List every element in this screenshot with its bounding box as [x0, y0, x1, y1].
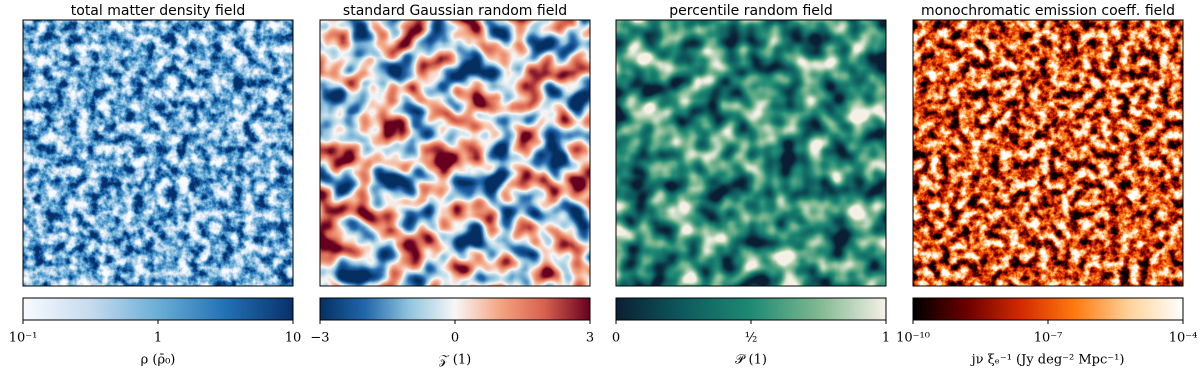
- field-image: [320, 20, 590, 286]
- colorbar-label: 𝒫 (1): [735, 353, 767, 368]
- colorbar: [22, 297, 294, 321]
- field-image: [616, 20, 886, 286]
- x-tick-label: 10⁻⁴: [1169, 331, 1198, 346]
- x-tick-label: 10⁻¹: [9, 331, 38, 346]
- x-tick-label: 0: [612, 331, 620, 346]
- colorbar: [912, 297, 1184, 321]
- colorbar: [319, 297, 591, 321]
- colorbar: [615, 297, 887, 321]
- x-tick-label: 10⁻⁷: [1034, 331, 1063, 346]
- x-tick-label: 1: [154, 331, 162, 346]
- x-tick-label: 3: [586, 331, 594, 346]
- field-image: [913, 20, 1183, 286]
- x-tick-label: 10⁻¹⁰: [896, 331, 930, 346]
- panel-title: standard Gaussian random field: [343, 3, 567, 19]
- panel-frame: [22, 19, 294, 287]
- panel-title: total matter density field: [71, 3, 245, 19]
- x-tick-label: 0: [451, 331, 459, 346]
- panel-title: monochromatic emission coeff. field: [921, 3, 1175, 19]
- field-image: [23, 20, 293, 286]
- x-tick-label: 1: [882, 331, 890, 346]
- x-tick-label: 10: [285, 331, 302, 346]
- panel-frame: [319, 19, 591, 287]
- panel-frame: [615, 19, 887, 287]
- x-tick-label: ½: [745, 331, 758, 346]
- x-tick-label: −3: [310, 331, 329, 346]
- colorbar-label: 𝒵 (1): [439, 353, 471, 368]
- panel-title: percentile random field: [669, 3, 832, 19]
- colorbar-label: ρ (ρ̄₀): [141, 353, 176, 368]
- colorbar-label: jν ξₑ⁻¹ (Jy deg⁻² Mpc⁻¹): [970, 353, 1125, 368]
- panel-frame: [912, 19, 1184, 287]
